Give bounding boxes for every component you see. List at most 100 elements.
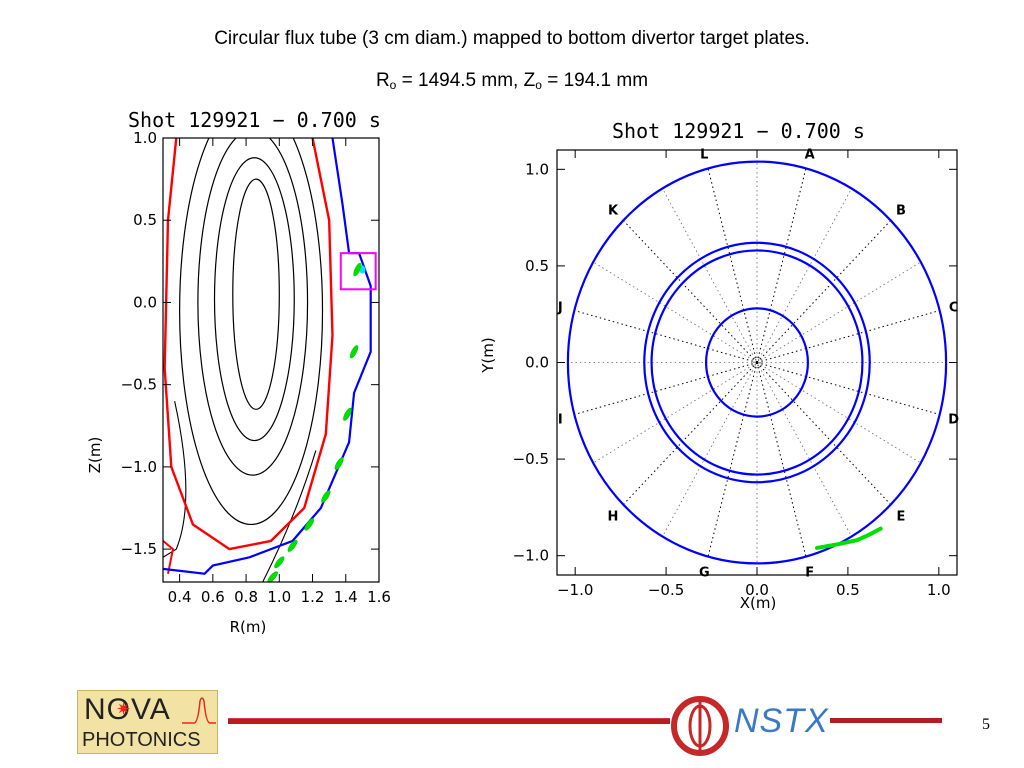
sector-label-A: A: [805, 148, 815, 163]
nova-photonics-logo: NOVA ✷ PHOTONICS: [77, 690, 218, 754]
left-x-tick-label: 1.6: [367, 588, 391, 606]
sector-label-D: D: [948, 412, 959, 427]
left-y-tick-label: 0.0: [133, 293, 157, 311]
star-icon: ✷: [116, 699, 132, 719]
photonics-logo-text: PHOTONICS: [82, 729, 201, 751]
subtitle-r: R: [375, 70, 390, 91]
sector-label-K: K: [608, 204, 619, 219]
flux-contour-open: [262, 450, 317, 582]
left-x-tick-label: 0.6: [201, 588, 225, 606]
flux-tube-trace: [815, 526, 883, 550]
right-x-tick-label: 0.5: [836, 581, 860, 599]
left-y-tick-label: 0.5: [133, 211, 157, 229]
sector-mid-spoke: [756, 362, 852, 537]
sector-label-H: H: [608, 509, 619, 524]
toroidal-circle-2: [650, 249, 864, 476]
center-marker: [753, 359, 761, 366]
sector-mid-spoke: [593, 362, 758, 464]
toroidal-circle-3: [704, 307, 810, 418]
left-chart-title: Shot 129921 − 0.700 s: [128, 108, 381, 132]
footer-divider-left: [228, 718, 670, 724]
flux-contour-3: [179, 138, 324, 525]
poloidal-cross-section-chart: Shot 129921 − 0.700 s 0.4 0.6 0.8 1.0 1.2 1.4…: [86, 108, 391, 636]
sector-spoke: [756, 310, 940, 363]
flux-contour-1: [213, 157, 295, 442]
sector-mid-spoke: [662, 188, 758, 363]
left-y-axis-label: Z(m): [86, 437, 104, 474]
right-x-axis-label: X(m): [740, 594, 777, 612]
sector-spoke: [756, 362, 807, 557]
sector-label-F: F: [805, 565, 814, 580]
separatrix-xpoint: [163, 540, 175, 574]
right-x-tick-label: 1.0: [927, 581, 951, 599]
right-x-tick-label: −0.5: [648, 581, 684, 599]
subtitle-r-sub: o: [389, 78, 397, 92]
sector-spoke: [707, 362, 758, 557]
flux-tube-spot-4: [321, 490, 331, 503]
right-y-tick-label: 0.5: [525, 257, 549, 275]
left-plot-area: 0.4 0.6 0.8 1.0 1.2 1.4 1.6 1.0 0.5 0.0 −0.5 −1.0 −1…: [121, 129, 391, 606]
flux-contour-0: [232, 178, 280, 410]
nova-logo-text: NOVA: [84, 693, 171, 726]
right-chart-title: Shot 129921 − 0.700 s: [612, 119, 865, 143]
right-y-tick-label: 1.0: [525, 160, 549, 178]
left-y-tick-label: −1.0: [121, 458, 157, 476]
flux-tube-spot-3: [334, 457, 344, 470]
left-y-tick-label: 1.0: [133, 129, 157, 147]
sector-mid-spoke: [662, 362, 758, 537]
left-y-tick-label: −1.5: [121, 540, 157, 558]
sector-spoke: [574, 362, 758, 415]
flux-tube-spot-8: [267, 571, 278, 582]
sector-spoke: [756, 168, 807, 363]
footer-divider-right: [830, 718, 942, 723]
toroidal-view-chart: Shot 129921 − 0.700 s A B C D E F G H I J K L −1.0 −0…: [479, 119, 960, 612]
sector-mid-spoke: [756, 188, 852, 363]
sector-label-G: G: [699, 565, 710, 580]
vessel-wall-line: [163, 138, 372, 575]
flux-tube-spot-0: [353, 262, 362, 277]
flux-tube-spot-5: [304, 518, 314, 531]
sector-label-B: B: [896, 204, 906, 219]
flux-tube-spot-7: [274, 556, 285, 569]
left-x-tick-label: 1.4: [334, 588, 358, 606]
subtitle-mid: = 1494.5 mm, Z: [396, 70, 536, 91]
toroidal-circle-0: [566, 160, 948, 565]
slide-subtitle: Ro = 1494.5 mm, Zo = 194.1 mm: [0, 70, 1024, 92]
flux-tube-spot-2: [343, 407, 352, 421]
subtitle-end: = 194.1 mm: [541, 70, 649, 91]
sector-mid-spoke: [756, 261, 921, 363]
flux-tube-spot-6: [287, 539, 298, 552]
sector-spoke: [622, 362, 758, 505]
left-x-tick-label: 0.8: [234, 588, 258, 606]
right-plot-area: A B C D E F G H I J K L −1.0 −0.5 0.0 0.5 1.0 1.0 0.5 0.0 −0…: [513, 148, 960, 599]
right-y-tick-label: −0.5: [513, 450, 549, 468]
sector-label-L: L: [700, 148, 708, 163]
sector-spoke: [622, 220, 758, 363]
slide-title: Circular flux tube (3 cm diam.) mapped t…: [214, 28, 810, 49]
right-x-tick-label: −1.0: [557, 581, 593, 599]
sector-label-J: J: [557, 301, 563, 316]
sector-mid-spoke: [593, 261, 758, 363]
page-number: 5: [982, 716, 990, 733]
subtitle-z-sub: o: [535, 78, 542, 92]
flux-contour-left: [163, 400, 187, 558]
left-plot-layer: [163, 138, 377, 582]
right-y-tick-label: 0.0: [525, 354, 549, 372]
sector-spoke: [756, 362, 940, 415]
sector-label-I: I: [558, 412, 563, 427]
viewing-port-box: [339, 252, 377, 291]
sector-mid-spoke: [756, 362, 921, 464]
sector-spoke: [574, 310, 758, 363]
pulse-icon: [182, 697, 216, 724]
left-frame: [162, 137, 380, 583]
left-y-tick-label: −0.5: [121, 376, 157, 394]
sector-spoke: [707, 168, 758, 363]
left-x-axis-label: R(m): [230, 618, 267, 636]
sector-label-E: E: [897, 509, 906, 524]
toroidal-circle-1: [643, 241, 871, 484]
nstx-logo-icon: [671, 696, 729, 756]
right-y-axis-label: Y(m): [479, 337, 497, 373]
sector-label-C: C: [949, 301, 959, 316]
sector-spoke: [756, 362, 892, 505]
left-x-tick-label: 0.4: [168, 588, 192, 606]
